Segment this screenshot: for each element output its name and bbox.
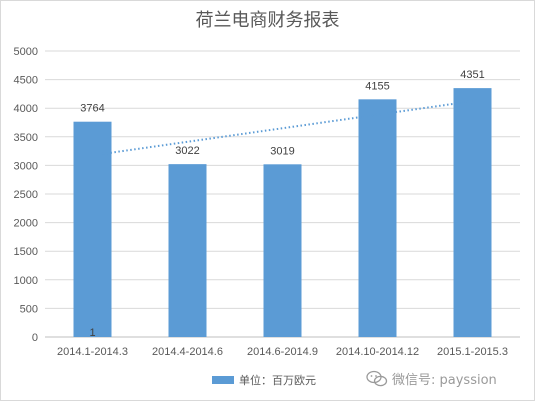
y-tick-label: 1000	[14, 275, 38, 287]
wechat-icon	[366, 370, 388, 386]
y-tick-label: 4500	[14, 75, 38, 87]
y-tick-label: 500	[20, 303, 38, 315]
bar	[263, 164, 302, 337]
data-label: 4155	[365, 80, 389, 92]
y-tick-label: 2500	[14, 189, 38, 201]
legend: 单位：百万欧元	[212, 372, 316, 388]
data-label: 3022	[175, 145, 199, 157]
bar	[73, 121, 112, 337]
category-label: 2014.1-2014.3	[57, 346, 128, 358]
category-label: 2015.1-2015.3	[437, 346, 508, 358]
y-tick-label: 0	[32, 332, 38, 344]
bar	[358, 99, 397, 337]
category-label: 2014.4-2014.6	[152, 346, 223, 358]
bar	[168, 164, 207, 337]
category-label: 2014.6-2014.9	[247, 346, 318, 358]
annotation-label: 1	[89, 327, 95, 339]
watermark-text: 微信号: payssion	[392, 373, 497, 388]
legend-swatch	[212, 376, 234, 384]
y-tick-label: 4000	[14, 103, 38, 115]
data-label: 3764	[80, 103, 104, 115]
category-label: 2014.10-2014.12	[336, 346, 419, 358]
bar	[453, 88, 492, 337]
y-tick-label: 3000	[14, 160, 38, 172]
data-label: 4351	[460, 69, 484, 81]
y-tick-label: 2000	[14, 218, 38, 230]
y-tick-label: 5000	[14, 46, 38, 58]
watermark: 微信号: payssion	[366, 369, 497, 388]
y-tick-label: 3500	[14, 132, 38, 144]
data-label: 3019	[270, 145, 294, 157]
chart-title: 荷兰电商财务报表	[195, 10, 340, 31]
legend-label: 单位：百万欧元	[239, 374, 316, 387]
y-tick-label: 1500	[14, 246, 38, 258]
